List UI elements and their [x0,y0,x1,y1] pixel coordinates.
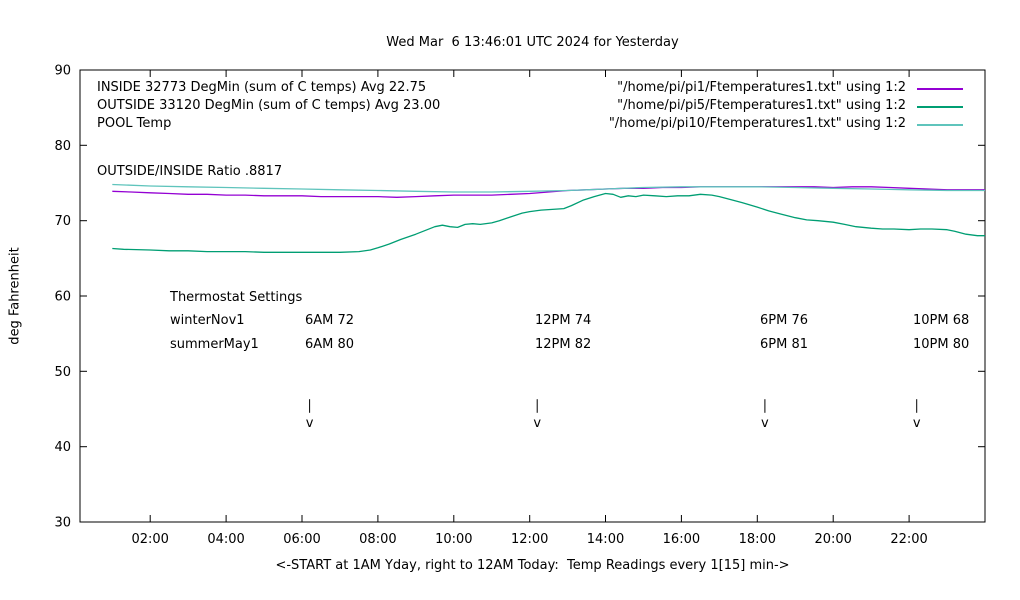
thermostat-setting: 10PM 80 [913,337,970,352]
legend-line-sample [917,106,963,108]
svg-text:30: 30 [54,516,71,531]
legend-file: "/home/pi/pi5/Ftemperatures1.txt" using … [617,98,906,113]
svg-text:06:00: 06:00 [283,532,320,547]
legend-line-sample [917,124,963,126]
thermostat-setting: 6AM 80 [305,337,355,352]
svg-text:22:00: 22:00 [890,532,927,547]
chart-title: Wed Mar 6 13:46:01 UTC 2024 for Yesterda… [386,35,679,50]
thermostat-setting: 12PM 74 [535,313,592,328]
legend-label: OUTSIDE 33120 DegMin (sum of C temps) Av… [97,98,441,113]
setpoint-arrow-glyph: v [761,416,769,431]
svg-text:08:00: 08:00 [359,532,396,547]
thermostat-season-label: winterNov1 [170,313,245,328]
legend-row-pool: POOL Temp "/home/pi/pi10/Ftemperatures1.… [97,116,963,134]
legend-line-sample [917,88,963,90]
svg-text:20:00: 20:00 [814,532,851,547]
x-axis-label: <-START at 1AM Yday, right to 12AM Today… [275,558,790,573]
svg-text:18:00: 18:00 [739,532,776,547]
thermostat-season-label: summerMay1 [170,337,259,352]
legend-file: "/home/pi/pi10/Ftemperatures1.txt" using… [608,116,906,131]
svg-text:80: 80 [54,139,71,154]
thermostat-setting: 10PM 68 [913,313,970,328]
y-axis-label: deg Fahrenheit [7,247,23,345]
setpoint-arrow-glyph: v [533,416,541,431]
legend-label: POOL Temp [97,116,172,131]
thermostat-setting: 6PM 76 [760,313,809,328]
svg-text:60: 60 [54,290,71,305]
svg-text:04:00: 04:00 [207,532,244,547]
legend-row-inside: INSIDE 32773 DegMin (sum of C temps) Avg… [97,80,963,98]
setpoint-arrow-glyph: v [306,416,314,431]
legend-label: INSIDE 32773 DegMin (sum of C temps) Avg… [97,80,427,95]
thermostat-setting: 6AM 72 [305,313,355,328]
svg-text:90: 90 [54,64,71,79]
thermostat-settings-heading: Thermostat Settings [170,290,303,305]
svg-text:40: 40 [54,440,71,455]
svg-text:14:00: 14:00 [587,532,624,547]
svg-text:16:00: 16:00 [663,532,700,547]
svg-text:02:00: 02:00 [131,532,168,547]
svg-text:70: 70 [54,214,71,229]
series-OUTSIDE [112,192,985,253]
thermostat-row-winter: winterNov1 6AM 72 12PM 74 6PM 76 10PM 68 [170,313,1010,331]
legend-row-outside: OUTSIDE 33120 DegMin (sum of C temps) Av… [97,98,963,116]
svg-text:12:00: 12:00 [511,532,548,547]
legend-file: "/home/pi/pi1/Ftemperatures1.txt" using … [617,80,906,95]
ratio-annotation: OUTSIDE/INSIDE Ratio .8817 [97,164,283,179]
series-INSIDE [112,186,985,198]
svg-text:50: 50 [54,365,71,380]
thermostat-setting: 12PM 82 [535,337,592,352]
series-POOL [112,183,985,193]
thermostat-setting: 6PM 81 [760,337,809,352]
thermostat-row-summer: summerMay1 6AM 80 12PM 82 6PM 81 10PM 80 [170,337,1010,355]
setpoint-arrow-glyph: v [913,416,921,431]
svg-text:10:00: 10:00 [435,532,472,547]
